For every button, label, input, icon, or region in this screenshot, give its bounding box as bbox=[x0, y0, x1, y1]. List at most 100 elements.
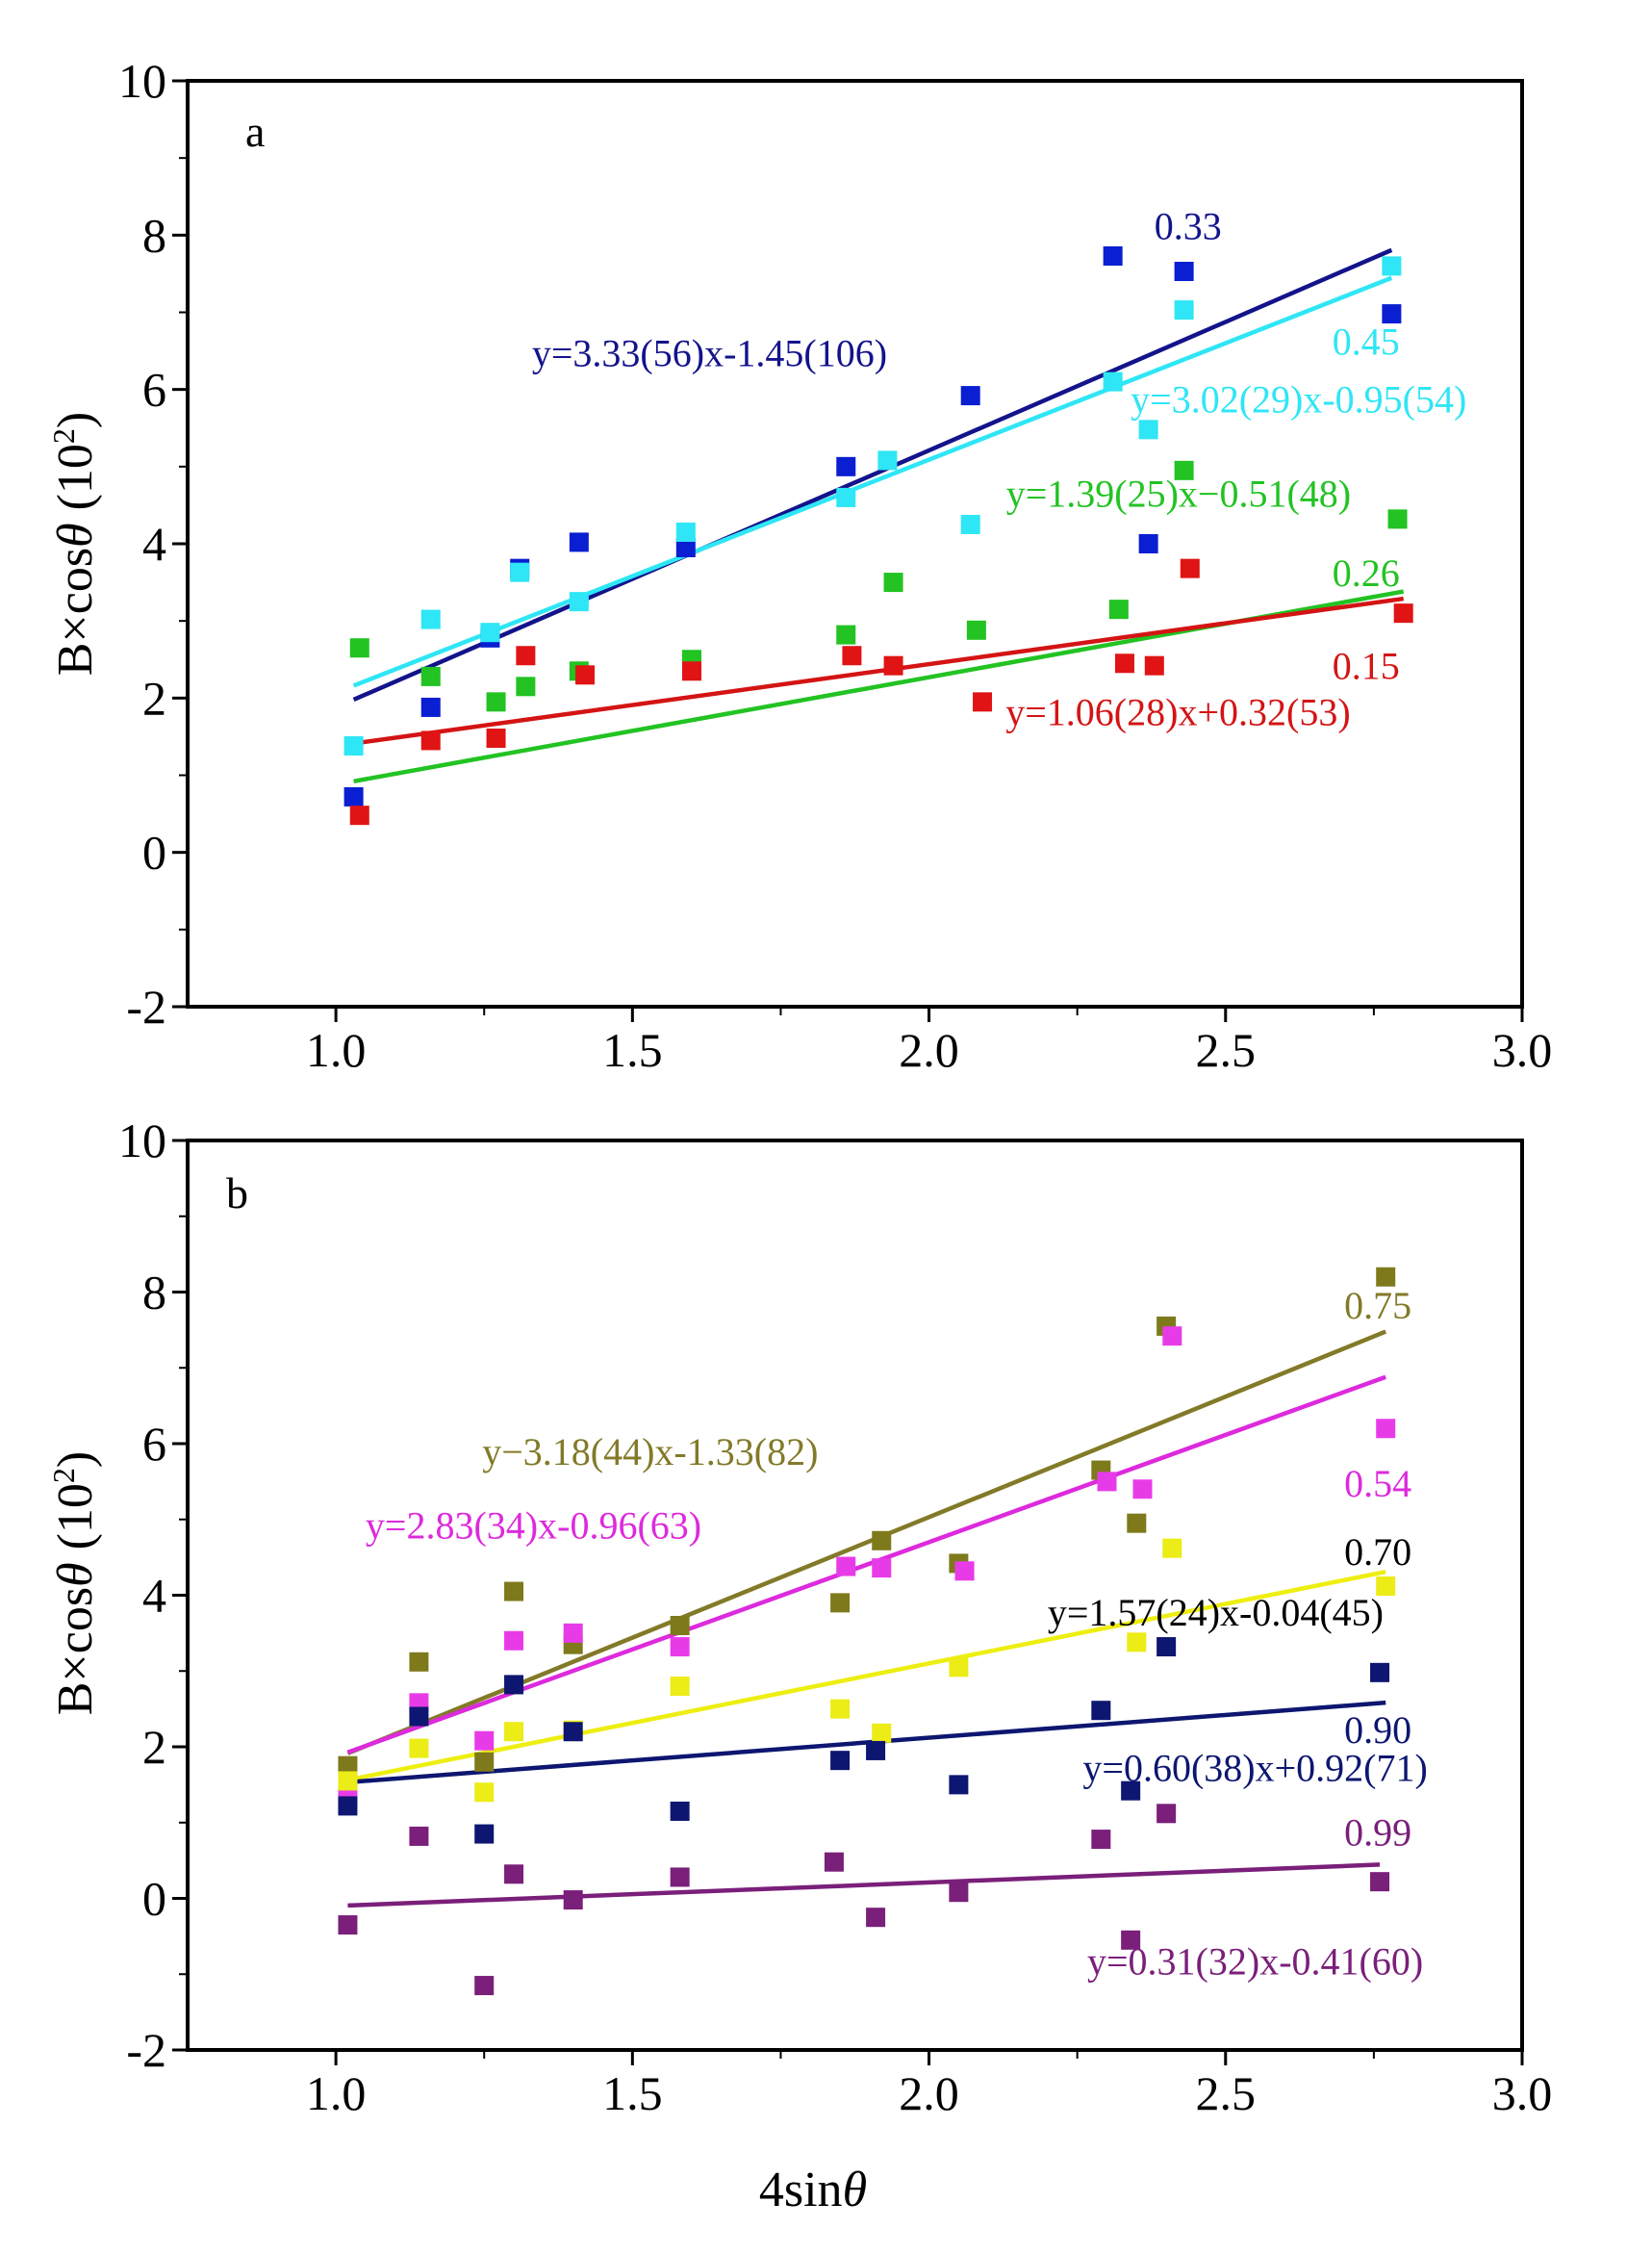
data-point-0.54 bbox=[563, 1623, 583, 1643]
data-point-0.54 bbox=[872, 1558, 892, 1578]
data-point-0.90 bbox=[949, 1775, 969, 1795]
x-tick-label: 2.5 bbox=[1196, 1023, 1257, 1077]
data-point-0.45 bbox=[675, 522, 696, 542]
data-point-0.45 bbox=[1103, 371, 1123, 392]
data-point-0.75 bbox=[474, 1752, 495, 1772]
panel-a-y-axis-label: B×cosθ (102) bbox=[46, 412, 103, 677]
data-point-0.33 bbox=[1174, 262, 1194, 282]
data-point-0.15 bbox=[1144, 655, 1164, 676]
data-point-0.54 bbox=[1376, 1419, 1396, 1439]
data-point-0.75 bbox=[670, 1616, 690, 1635]
data-point-0.90 bbox=[1091, 1701, 1111, 1721]
data-point-0.99 bbox=[474, 1976, 495, 1996]
data-point-0.70 bbox=[872, 1723, 892, 1743]
fit-equation-0.15: y=1.06(28)x+0.32(53) bbox=[1005, 690, 1350, 733]
data-point-0.90 bbox=[866, 1740, 886, 1760]
data-point-0.70 bbox=[670, 1677, 690, 1696]
data-point-0.15 bbox=[883, 655, 903, 676]
data-point-0.45 bbox=[1174, 300, 1194, 320]
data-point-0.75 bbox=[1127, 1513, 1147, 1533]
data-point-0.99 bbox=[1370, 1872, 1390, 1892]
data-point-0.45 bbox=[836, 487, 856, 507]
data-point-0.54 bbox=[954, 1561, 975, 1581]
x-tick-label: 1.5 bbox=[602, 2066, 663, 2120]
y-tick-label: 0 bbox=[142, 1872, 166, 1926]
data-point-0.33 bbox=[960, 386, 980, 406]
data-point-0.45 bbox=[510, 562, 530, 582]
data-point-0.90 bbox=[1121, 1780, 1141, 1801]
data-point-0.99 bbox=[1156, 1804, 1177, 1824]
data-point-0.99 bbox=[1091, 1830, 1111, 1850]
data-point-0.15 bbox=[420, 730, 441, 751]
data-point-0.70 bbox=[504, 1722, 524, 1742]
panel-a-label: a bbox=[245, 107, 265, 156]
fit-equation-0.99: y=0.31(32)x-0.41(60) bbox=[1087, 1939, 1423, 1983]
data-point-0.15 bbox=[486, 729, 506, 749]
data-point-0.15 bbox=[575, 665, 596, 685]
y-tick-label: 0 bbox=[142, 826, 166, 880]
y-tick-label: 2 bbox=[142, 671, 166, 725]
data-point-0.99 bbox=[824, 1852, 844, 1872]
data-point-0.90 bbox=[830, 1751, 851, 1771]
data-point-0.45 bbox=[960, 514, 980, 534]
data-point-0.54 bbox=[504, 1630, 524, 1651]
x-tick-label: 2.0 bbox=[899, 1023, 959, 1077]
data-point-0.45 bbox=[420, 609, 441, 629]
data-point-0.54 bbox=[1132, 1479, 1153, 1499]
y-tick-label: 4 bbox=[142, 1569, 166, 1623]
data-point-0.99 bbox=[563, 1890, 583, 1910]
fit-line-0.45 bbox=[352, 275, 1393, 688]
panel-b-y-axis-label: B×cosθ (102) bbox=[46, 1451, 103, 1716]
data-point-0.70 bbox=[1376, 1576, 1396, 1597]
data-point-0.54 bbox=[1097, 1472, 1117, 1492]
data-point-0.75 bbox=[872, 1530, 892, 1550]
data-point-0.26 bbox=[486, 692, 506, 712]
data-point-0.99 bbox=[866, 1908, 886, 1928]
data-point-0.26 bbox=[966, 620, 986, 640]
data-point-0.26 bbox=[836, 625, 856, 645]
data-point-0.70 bbox=[1162, 1538, 1182, 1558]
fit-equation-0.75: y−3.18(44)x-1.33(82) bbox=[482, 1430, 818, 1473]
data-point-0.33 bbox=[343, 786, 364, 807]
data-point-0.45 bbox=[569, 592, 589, 612]
y-tick-label: 8 bbox=[142, 1266, 166, 1319]
data-point-0.33 bbox=[1138, 534, 1158, 553]
data-point-0.54 bbox=[474, 1730, 495, 1751]
panel-b-frame bbox=[186, 1139, 1524, 2052]
data-point-0.90 bbox=[338, 1796, 358, 1816]
data-point-0.54 bbox=[1162, 1326, 1182, 1346]
data-point-0.75 bbox=[504, 1581, 524, 1601]
data-point-0.70 bbox=[1127, 1632, 1147, 1652]
panel-a-plot-area: 1.0 1.5 2.0 2.5 3.0 -2 0 2 4 6 8 10 0.33 y=3.33(56)x-… bbox=[118, 54, 1552, 1077]
data-point-0.90 bbox=[670, 1801, 690, 1821]
series-label-0.54: 0.54 bbox=[1344, 1462, 1411, 1505]
data-point-0.45 bbox=[877, 450, 898, 471]
data-point-0.45 bbox=[480, 623, 500, 643]
data-point-0.45 bbox=[343, 736, 364, 756]
series-label-0.15: 0.15 bbox=[1333, 644, 1400, 687]
data-point-0.70 bbox=[474, 1782, 495, 1803]
y-tick-label: 6 bbox=[142, 363, 166, 417]
y-tick-label: 2 bbox=[142, 1720, 166, 1774]
x-tick-label: 2.0 bbox=[899, 2066, 959, 2120]
data-point-0.54 bbox=[836, 1556, 856, 1576]
data-point-0.15 bbox=[1114, 653, 1134, 674]
data-point-0.70 bbox=[409, 1738, 429, 1758]
y-tick-label: -2 bbox=[126, 980, 166, 1034]
x-tick-label: 3.0 bbox=[1492, 1023, 1553, 1077]
data-point-0.15 bbox=[973, 692, 993, 712]
data-point-0.15 bbox=[681, 661, 701, 681]
data-point-0.54 bbox=[670, 1637, 690, 1657]
data-point-0.75 bbox=[830, 1593, 851, 1613]
y-tick-label: 10 bbox=[118, 54, 166, 108]
data-point-0.90 bbox=[504, 1675, 524, 1695]
data-point-0.26 bbox=[349, 638, 369, 658]
series-label-0.99: 0.99 bbox=[1344, 1810, 1411, 1854]
data-point-0.45 bbox=[1138, 420, 1158, 440]
fit-equation-0.70: y=1.57(24)x-0.04(45) bbox=[1048, 1591, 1384, 1634]
data-point-0.70 bbox=[949, 1657, 969, 1678]
y-tick-label: -2 bbox=[126, 2023, 166, 2077]
data-point-0.70 bbox=[830, 1699, 851, 1719]
data-point-0.26 bbox=[516, 677, 536, 697]
